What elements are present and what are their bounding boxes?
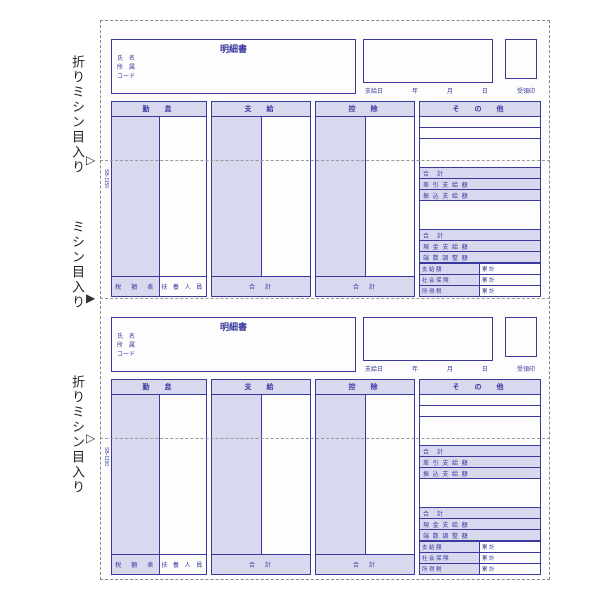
- column-header: 支 給: [212, 102, 310, 117]
- column-1: 支 給合 計: [211, 379, 311, 575]
- fold-line-1: [100, 160, 550, 161]
- tear-arrow: ▶: [86, 291, 95, 305]
- sonota-blank: [420, 201, 540, 230]
- column-header: そ の 他: [420, 102, 540, 117]
- sonota-foot-cell: 累 計: [480, 552, 540, 563]
- sonota-foot-cell: 社 会 保 険: [420, 274, 480, 285]
- sonota-row: [420, 406, 540, 417]
- sonota-row: 端 数 調 整 額: [420, 530, 540, 541]
- subcolumn: [160, 117, 207, 276]
- subcolumn: [112, 117, 160, 276]
- column-footer-cell: 合 計: [212, 555, 310, 574]
- sonota-row: 振 込 支 給 額: [420, 190, 540, 201]
- sonota-row: 振 込 支 給 額: [420, 468, 540, 479]
- stamp-box: [505, 317, 537, 357]
- column-footer-cell: 合 計: [212, 277, 310, 296]
- tear-perf-label: ミシン目入り: [68, 220, 87, 310]
- sonota-row: 合 計: [420, 230, 540, 241]
- subcolumn: [212, 395, 262, 554]
- fold-arrow-2: ▷: [86, 431, 95, 445]
- sonota-row: [420, 128, 540, 139]
- slip-title: 明細書: [111, 317, 356, 372]
- subcolumn: [262, 395, 311, 554]
- sonota-blank: [420, 139, 540, 168]
- subcolumn: [316, 395, 366, 554]
- sonota-row: 合 計: [420, 508, 540, 519]
- column-2: 控 除合 計: [315, 101, 415, 297]
- subcolumn: [316, 117, 366, 276]
- column-footer-cell: 合 計: [316, 277, 414, 296]
- column-footer-cell: 税 額 表: [112, 555, 160, 574]
- date-row: 支給日年月日受領印: [363, 86, 537, 98]
- columns-region: 勤 怠税 額 表扶 養 人 員支 給合 計控 除合 計そ の 他合 計差 引 支…: [111, 101, 541, 297]
- column-1: 支 給合 計: [211, 101, 311, 297]
- sonota-row: [420, 117, 540, 128]
- fold-perf-label-1: 折りミシン目入り: [68, 55, 87, 175]
- subcolumn: [262, 117, 311, 276]
- form-code: SB-1150: [103, 169, 109, 188]
- column-header: 勤 怠: [112, 380, 206, 395]
- sonota-foot-cell: 支 給 額: [420, 263, 480, 274]
- sonota-row: [420, 395, 540, 406]
- sonota-blank: [420, 417, 540, 446]
- header-fields: 氏 名所 属コード: [117, 333, 135, 360]
- payslip-2: 明細書氏 名所 属コード支給日年月日受領印勤 怠税 額 表扶 養 人 員支 給合…: [111, 307, 541, 575]
- column-footer-cell: 扶 養 人 員: [160, 555, 207, 574]
- sonota-foot-cell: 累 計: [480, 274, 540, 285]
- column-footer-cell: 扶 養 人 員: [160, 277, 207, 296]
- column-0: 勤 怠税 額 表扶 養 人 員: [111, 379, 207, 575]
- column-footer-cell: 税 額 表: [112, 277, 160, 296]
- sonota-row: 差 引 支 給 額: [420, 457, 540, 468]
- address-box: [363, 317, 493, 361]
- sonota-row: 合 計: [420, 168, 540, 179]
- subcolumn: [366, 395, 415, 554]
- sonota-foot-cell: 累 計: [480, 263, 540, 274]
- column-header: 控 除: [316, 380, 414, 395]
- fold-perf-label-2: 折りミシン目入り: [68, 375, 87, 495]
- fold-line-2: [100, 438, 550, 439]
- address-box: [363, 39, 493, 83]
- subcolumn: [112, 395, 160, 554]
- header-fields: 氏 名所 属コード: [117, 55, 135, 82]
- sonota-foot-cell: 支 給 額: [420, 541, 480, 552]
- column-2: 控 除合 計: [315, 379, 415, 575]
- stamp-box: [505, 39, 537, 79]
- form-code: SB-1150: [103, 447, 109, 466]
- sonota-row: 現 金 支 給 額: [420, 519, 540, 530]
- sonota-foot-cell: 累 計: [480, 541, 540, 552]
- paper-sheet: 明細書氏 名所 属コード支給日年月日受領印勤 怠税 額 表扶 養 人 員支 給合…: [100, 20, 550, 580]
- columns-region: 勤 怠税 額 表扶 養 人 員支 給合 計控 除合 計そ の 他合 計差 引 支…: [111, 379, 541, 575]
- sonota-foot-cell: 所 得 税: [420, 563, 480, 574]
- sonota-foot-cell: 所 得 税: [420, 285, 480, 296]
- slip-title: 明細書: [111, 39, 356, 94]
- column-sonota: そ の 他合 計差 引 支 給 額振 込 支 給 額合 計現 金 支 給 額端 …: [419, 101, 541, 297]
- sonota-blank: [420, 479, 540, 508]
- sonota-row: 端 数 調 整 額: [420, 252, 540, 263]
- column-header: そ の 他: [420, 380, 540, 395]
- fold-arrow-1: ▷: [86, 153, 95, 167]
- column-header: 控 除: [316, 102, 414, 117]
- subcolumn: [212, 117, 262, 276]
- sonota-foot-cell: 累 計: [480, 563, 540, 574]
- sonota-foot-cell: 累 計: [480, 285, 540, 296]
- sonota-row: 合 計: [420, 446, 540, 457]
- subcolumn: [160, 395, 207, 554]
- column-header: 支 給: [212, 380, 310, 395]
- sonota-foot-cell: 社 会 保 険: [420, 552, 480, 563]
- tear-line: [100, 298, 550, 299]
- subcolumn: [366, 117, 415, 276]
- column-header: 勤 怠: [112, 102, 206, 117]
- column-sonota: そ の 他合 計差 引 支 給 額振 込 支 給 額合 計現 金 支 給 額端 …: [419, 379, 541, 575]
- column-footer-cell: 合 計: [316, 555, 414, 574]
- payslip-1: 明細書氏 名所 属コード支給日年月日受領印勤 怠税 額 表扶 養 人 員支 給合…: [111, 29, 541, 297]
- column-0: 勤 怠税 額 表扶 養 人 員: [111, 101, 207, 297]
- sonota-row: 現 金 支 給 額: [420, 241, 540, 252]
- sonota-row: 差 引 支 給 額: [420, 179, 540, 190]
- date-row: 支給日年月日受領印: [363, 364, 537, 376]
